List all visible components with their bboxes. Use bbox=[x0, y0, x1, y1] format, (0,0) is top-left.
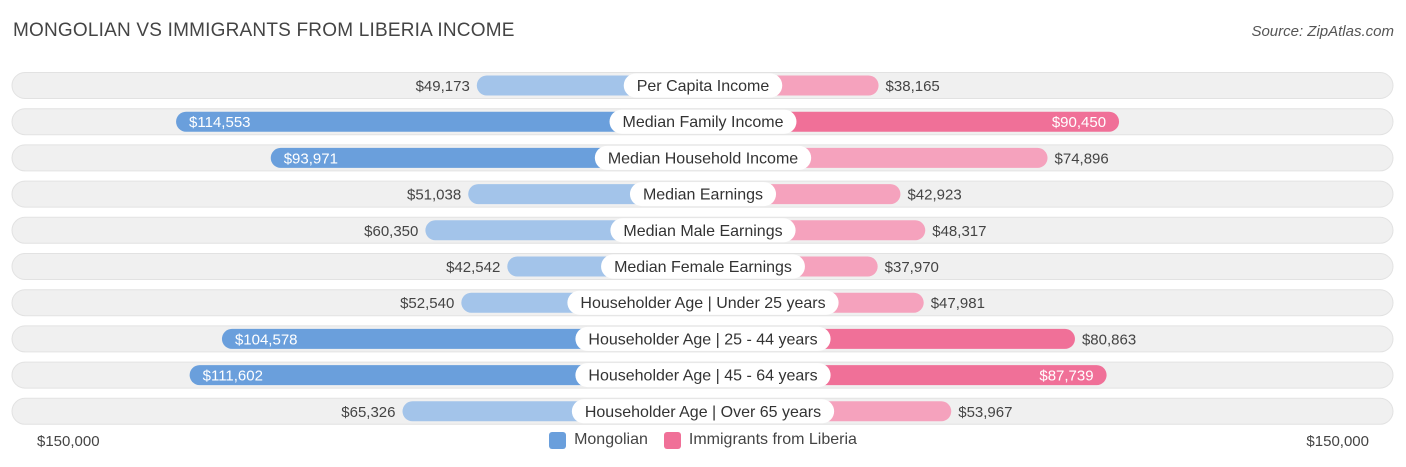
value-label-mongolian: $65,326 bbox=[341, 404, 395, 421]
category-pill bbox=[601, 254, 805, 279]
category-pill bbox=[567, 290, 839, 315]
value-label-liberia: $74,896 bbox=[1055, 150, 1109, 167]
category-pill bbox=[575, 363, 831, 388]
legend-item-liberia[interactable]: Immigrants from Liberia bbox=[663, 431, 857, 449]
category-label: Per Capita Income bbox=[637, 78, 770, 95]
bar-liberia bbox=[703, 111, 1120, 132]
category-label: Median Household Income bbox=[608, 150, 798, 167]
legend-item-mongolian[interactable]: Mongolian bbox=[549, 431, 648, 449]
income-comparison-chart: $49,173 $38,165 Per Capita Income $114,553 $… bbox=[11, 72, 1394, 425]
axis-left-max-label: $150,000 bbox=[37, 433, 100, 450]
value-label-liberia: $87,739 bbox=[1039, 368, 1093, 385]
bar-mongolian bbox=[189, 365, 703, 386]
value-label-mongolian: $49,173 bbox=[416, 78, 470, 95]
category-label: Median Earnings bbox=[643, 187, 763, 204]
value-label-liberia: $80,863 bbox=[1082, 331, 1136, 348]
value-label-mongolian: $104,578 bbox=[235, 331, 298, 348]
legend-label-mongolian: Mongolian bbox=[574, 431, 648, 448]
category-label: Median Male Earnings bbox=[623, 223, 782, 240]
legend-label-liberia: Immigrants from Liberia bbox=[688, 431, 857, 448]
legend-swatch-mongolian bbox=[549, 431, 567, 449]
category-label: Householder Age | 25 - 44 years bbox=[588, 331, 817, 348]
category-label: Householder Age | Over 65 years bbox=[585, 404, 821, 421]
category-pill bbox=[575, 326, 831, 351]
category-label: Median Family Income bbox=[623, 114, 784, 131]
category-label: Householder Age | Under 25 years bbox=[580, 295, 825, 312]
category-pill bbox=[571, 399, 835, 424]
bar-mongolian bbox=[176, 111, 703, 132]
bar-mongolian bbox=[270, 147, 703, 168]
legend: Mongolian Immigrants from Liberia bbox=[0, 431, 1406, 449]
source-note: Source: ZipAtlas.com bbox=[1251, 23, 1394, 40]
value-label-mongolian: $111,602 bbox=[203, 368, 263, 385]
value-label-mongolian: $114,553 bbox=[189, 114, 250, 131]
value-label-liberia: $53,967 bbox=[958, 404, 1012, 421]
value-label-liberia: $47,981 bbox=[931, 295, 985, 312]
value-label-mongolian: $93,971 bbox=[284, 150, 338, 167]
value-label-liberia: $38,165 bbox=[886, 78, 940, 95]
value-label-liberia: $48,317 bbox=[932, 223, 986, 240]
category-label: Householder Age | 45 - 64 years bbox=[588, 368, 817, 385]
category-pill bbox=[594, 145, 812, 170]
value-label-liberia: $37,970 bbox=[885, 259, 939, 276]
category-pill bbox=[629, 182, 777, 207]
value-label-mongolian: $42,542 bbox=[446, 259, 500, 276]
legend-swatch-liberia bbox=[663, 431, 681, 449]
value-label-liberia: $90,450 bbox=[1052, 114, 1106, 131]
category-pill bbox=[623, 73, 783, 98]
category-pill bbox=[609, 109, 797, 134]
chart-title: MONGOLIAN VS IMMIGRANTS FROM LIBERIA INC… bbox=[13, 20, 515, 41]
value-label-mongolian: $60,350 bbox=[364, 223, 418, 240]
category-pill bbox=[610, 218, 796, 243]
axis-right-max-label: $150,000 bbox=[1306, 433, 1369, 450]
value-label-liberia: $42,923 bbox=[907, 187, 961, 204]
category-label: Median Female Earnings bbox=[614, 259, 792, 276]
value-label-mongolian: $52,540 bbox=[400, 295, 454, 312]
value-label-mongolian: $51,038 bbox=[407, 187, 461, 204]
